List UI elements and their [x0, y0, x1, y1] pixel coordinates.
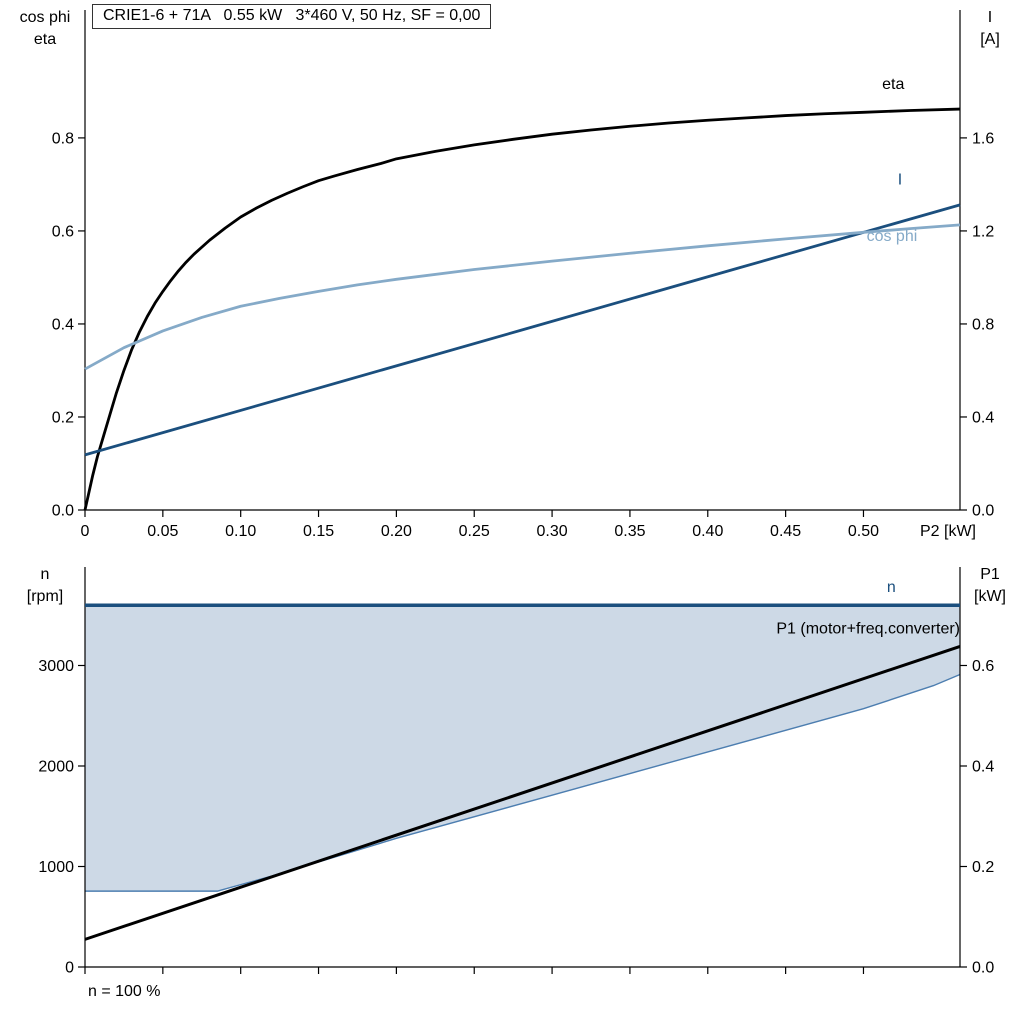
axes: 0.0 0.2 0.4 0.6 0.8 0.0 0.4 0.8 1.2 1.6 0 0.05 0.10 0… [52, 10, 994, 540]
x-tick-label: 0.40 [692, 523, 723, 540]
chart-bottom-svg: 0 1000 2000 3000 0.0 0.2 0.4 0.6 n P1 (motor+freq… [27, 566, 1006, 977]
annotation-eta: eta [882, 76, 904, 93]
speed-operating-range-area [85, 605, 960, 892]
right-tick-label: 0.4 [972, 758, 994, 775]
series-p1-motor-freq-converter- [84, 644, 961, 941]
left-tick-label: 0.2 [52, 409, 74, 426]
left-tick-label: 0.4 [52, 316, 74, 333]
x-tick-label: 0.20 [381, 523, 412, 540]
left-tick-label: 1000 [38, 859, 74, 876]
annotation-n: n [887, 579, 896, 596]
left-tick-label: 2000 [38, 758, 74, 775]
annotation-i: I [898, 171, 902, 188]
series-cos-phi [84, 223, 961, 371]
right-tick-label: 0.8 [972, 316, 994, 333]
right-tick-label: 0.4 [972, 409, 994, 426]
left-tick-label: 0.6 [52, 223, 74, 240]
left-tick-label: 0.0 [52, 503, 74, 520]
motor-curves-chart: 0.0 0.2 0.4 0.6 0.8 0.0 0.4 0.8 1.2 1.6 0 0.05 0.10 0… [20, 9, 1000, 540]
x-tick-label: 0.15 [303, 523, 334, 540]
series-i [84, 203, 961, 457]
annotation-p1-motor-freq-converter-: P1 (motor+freq.converter) [776, 620, 960, 637]
chart-top-svg: 0.0 0.2 0.4 0.6 0.8 0.0 0.4 0.8 1.2 1.6 0 0.05 0.10 0… [20, 9, 1000, 540]
right-axis-title: I [988, 9, 992, 26]
series-eta [83, 107, 961, 511]
right-axis-title: [kW] [974, 588, 1006, 605]
left-axis-title: [rpm] [27, 588, 63, 605]
left-tick-label: 0 [65, 960, 74, 977]
right-tick-label: 0.6 [972, 658, 994, 675]
speed-operating-range-lower-edge [85, 673, 961, 892]
left-tick-label: 0.8 [52, 130, 74, 147]
chart-title-box: CRIE1-6 + 71A 0.55 kW 3*460 V, 50 Hz, SF… [92, 4, 492, 29]
annotation-cos-phi: cos phi [867, 228, 918, 245]
left-tick-label: 3000 [38, 658, 74, 675]
axes: 0 1000 2000 3000 0.0 0.2 0.4 0.6 [38, 567, 994, 977]
left-axis-title: eta [34, 31, 56, 48]
x-tick-label: 0.10 [225, 523, 256, 540]
x-tick-label: 0.35 [614, 523, 645, 540]
right-tick-label: 0.0 [972, 503, 994, 520]
left-axis-title: n [41, 566, 50, 583]
right-tick-label: 1.6 [972, 130, 994, 147]
speed-percent-label: n = 100 % [88, 983, 161, 1000]
right-axis-title: [A] [980, 31, 1000, 48]
speed-power-chart: 0 1000 2000 3000 0.0 0.2 0.4 0.6 n P1 (motor+freq… [0, 545, 1024, 1024]
x-tick-label: 0.50 [848, 523, 879, 540]
x-tick-label: 0 [81, 523, 90, 540]
right-tick-label: 0.0 [972, 960, 994, 977]
x-axis-label: P2 [kW] [920, 523, 976, 540]
x-tick-label: 0.25 [459, 523, 490, 540]
right-tick-label: 1.2 [972, 223, 994, 240]
right-axis-title: P1 [980, 566, 1000, 583]
right-tick-label: 0.2 [972, 859, 994, 876]
x-tick-label: 0.05 [147, 523, 178, 540]
left-axis-title: cos phi [20, 9, 71, 26]
x-tick-label: 0.30 [537, 523, 568, 540]
x-tick-label: 0.45 [770, 523, 801, 540]
